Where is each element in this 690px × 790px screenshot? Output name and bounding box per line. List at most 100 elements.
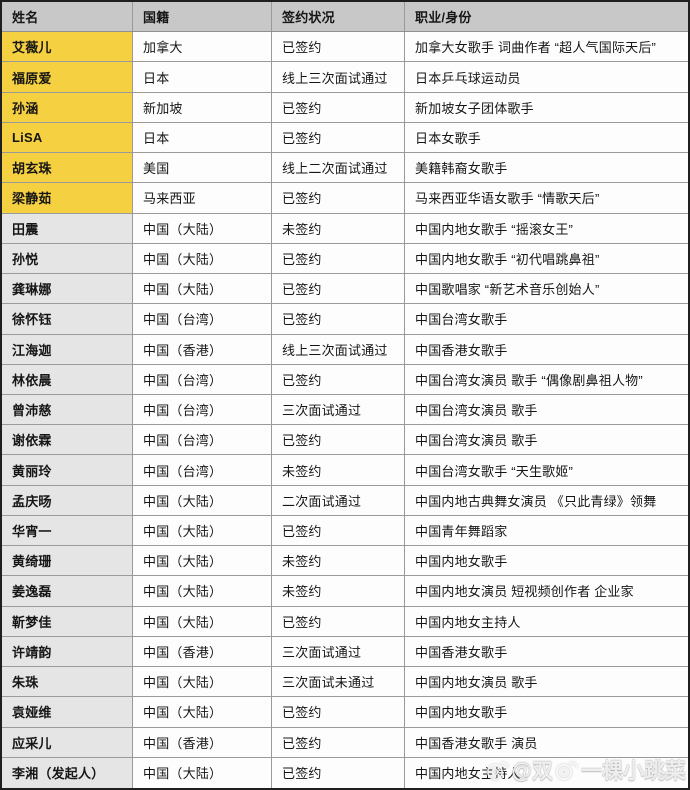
table-row: 孙悦 中国（大陆） 已签约 中国内地女歌手 “初代唱跳鼻祖”: [2, 243, 688, 275]
table-row: 袁娅维 中国（大陆） 已签约 中国内地女歌手: [2, 697, 688, 728]
name-cell: 李湘（发起人）: [2, 757, 133, 788]
table-row: 胡玄珠 美国 线上二次面试通过 美籍韩裔女歌手: [2, 153, 688, 184]
table-row: 龚琳娜 中国（大陆） 已签约 中国歌唱家 “新艺术音乐创始人”: [2, 274, 688, 305]
nationality-cell: 新加坡: [133, 92, 272, 122]
status-cell: 未签约: [272, 455, 405, 485]
name-cell: 孟庆旸: [2, 485, 133, 515]
table-row: 黄丽玲 中国（台湾） 未签约 中国台湾女歌手 “天生歌姬”: [2, 455, 688, 486]
nationality-cell: 马来西亚: [133, 183, 272, 213]
status-cell: 已签约: [272, 243, 405, 274]
nationality-cell: 中国（台湾）: [133, 425, 272, 455]
table-row: 艾薇儿 加拿大 已签约 加拿大女歌手 词曲作者 “超人气国际天后”: [2, 32, 688, 63]
occupation-cell: 新加坡女子团体歌手: [405, 92, 688, 122]
table-row: 李湘（发起人） 中国（大陆） 已签约 中国内地女主持人: [2, 757, 688, 788]
name-cell: 艾薇儿: [2, 32, 133, 62]
nationality-cell: 中国（大陆）: [133, 697, 272, 727]
table-row: 田震 中国（大陆） 未签约 中国内地女歌手 “摇滚女王”: [2, 213, 688, 244]
nationality-cell: 美国: [133, 153, 272, 183]
table-row: 朱珠 中国（大陆） 三次面试未通过 中国内地女演员 歌手: [2, 667, 688, 698]
status-cell: 已签约: [272, 727, 405, 757]
table-row: 徐怀钰 中国（台湾） 已签约 中国台湾女歌手: [2, 304, 688, 335]
name-cell: 曾沛慈: [2, 395, 133, 425]
nationality-cell: 中国（台湾）: [133, 395, 272, 425]
status-cell: 三次面试通过: [272, 636, 405, 667]
table-row: 孟庆旸 中国（大陆） 二次面试通过 中国内地古典舞女演员 《只此青绿》领舞: [2, 485, 688, 516]
table-row: 姜逸磊 中国（大陆） 未签约 中国内地女演员 短视频创作者 企业家: [2, 576, 688, 607]
nationality-cell: 中国（大陆）: [133, 606, 272, 636]
table-row: 梁静茹 马来西亚 已签约 马来西亚华语女歌手 “情歌天后”: [2, 183, 688, 214]
name-cell: 姜逸磊: [2, 576, 133, 606]
table-row: 靳梦佳 中国（大陆） 已签约 中国内地女主持人: [2, 606, 688, 637]
name-cell: 田震: [2, 213, 133, 243]
status-cell: 已签约: [272, 304, 405, 334]
name-cell: 龚琳娜: [2, 274, 133, 304]
name-cell: 林依晨: [2, 364, 133, 394]
occupation-cell: 中国内地女歌手 “摇滚女王”: [405, 213, 688, 243]
nationality-cell: 中国（香港）: [133, 334, 272, 364]
table-row: 黄绮珊 中国（大陆） 未签约 中国内地女歌手: [2, 546, 688, 577]
occupation-cell: 加拿大女歌手 词曲作者 “超人气国际天后”: [405, 32, 688, 62]
table-row: 谢依霖 中国（台湾） 已签约 中国台湾女演员 歌手: [2, 425, 688, 456]
status-cell: 已签约: [272, 32, 405, 62]
table-row: 江海迦 中国（香港） 线上三次面试通过 中国香港女歌手: [2, 334, 688, 365]
name-cell: 江海迦: [2, 334, 133, 364]
name-cell: 福原爱: [2, 62, 133, 92]
status-cell: 未签约: [272, 213, 405, 243]
table-row: 曾沛慈 中国（台湾） 三次面试通过 中国台湾女演员 歌手: [2, 395, 688, 426]
table-row: 华宵一 中国（大陆） 已签约 中国青年舞蹈家: [2, 515, 688, 547]
occupation-cell: 中国台湾女演员 歌手: [405, 425, 688, 455]
status-cell: 线上三次面试通过: [272, 62, 405, 92]
nationality-cell: 中国（台湾）: [133, 455, 272, 485]
table-row: 福原爱 日本 线上三次面试通过 日本乒乓球运动员: [2, 62, 688, 93]
table-row: 应采儿 中国（香港） 已签约 中国香港女歌手 演员: [2, 727, 688, 758]
column-header-name: 姓名: [2, 2, 133, 32]
table-row: LiSA 日本 已签约 日本女歌手: [2, 122, 688, 154]
status-cell: 已签约: [272, 697, 405, 727]
nationality-cell: 中国（大陆）: [133, 757, 272, 788]
occupation-cell: 中国台湾女歌手: [405, 304, 688, 334]
occupation-cell: 中国内地女歌手: [405, 546, 688, 576]
status-cell: 已签约: [272, 425, 405, 455]
status-cell: 已签约: [272, 364, 405, 394]
nationality-cell: 中国（大陆）: [133, 546, 272, 576]
name-cell: 靳梦佳: [2, 606, 133, 636]
name-cell: 华宵一: [2, 515, 133, 546]
occupation-cell: 中国香港女歌手 演员: [405, 727, 688, 757]
status-cell: 已签约: [272, 92, 405, 122]
name-cell: 黄丽玲: [2, 455, 133, 485]
occupation-cell: 美籍韩裔女歌手: [405, 153, 688, 183]
status-cell: 未签约: [272, 546, 405, 576]
nationality-cell: 中国（大陆）: [133, 213, 272, 243]
name-cell: 孙悦: [2, 243, 133, 274]
nationality-cell: 中国（香港）: [133, 727, 272, 757]
name-cell: 许靖韵: [2, 636, 133, 667]
nationality-cell: 加拿大: [133, 32, 272, 62]
occupation-cell: 中国青年舞蹈家: [405, 515, 688, 546]
occupation-cell: 中国内地女主持人: [405, 606, 688, 636]
status-cell: 已签约: [272, 515, 405, 546]
table-header-row: 姓名 国籍 签约状况 职业/身份: [2, 2, 688, 33]
nationality-cell: 中国（大陆）: [133, 485, 272, 515]
occupation-cell: 中国台湾女歌手 “天生歌姬”: [405, 455, 688, 485]
name-cell: 孙涵: [2, 92, 133, 122]
nationality-cell: 中国（大陆）: [133, 515, 272, 546]
name-cell: 袁娅维: [2, 697, 133, 727]
status-cell: 已签约: [272, 757, 405, 788]
status-cell: 线上二次面试通过: [272, 153, 405, 183]
nationality-cell: 中国（香港）: [133, 636, 272, 667]
occupation-cell: 中国内地古典舞女演员 《只此青绿》领舞: [405, 485, 688, 515]
nationality-cell: 中国（台湾）: [133, 364, 272, 394]
name-cell: LiSA: [2, 122, 133, 153]
status-cell: 已签约: [272, 183, 405, 213]
name-cell: 朱珠: [2, 667, 133, 697]
name-cell: 胡玄珠: [2, 153, 133, 183]
column-header-status: 签约状况: [272, 2, 405, 32]
status-cell: 二次面试通过: [272, 485, 405, 515]
occupation-cell: 中国歌唱家 “新艺术音乐创始人”: [405, 274, 688, 304]
occupation-cell: 中国台湾女演员 歌手: [405, 395, 688, 425]
table-row: 孙涵 新加坡 已签约 新加坡女子团体歌手: [2, 92, 688, 123]
status-cell: 未签约: [272, 576, 405, 606]
table-row: 许靖韵 中国（香港） 三次面试通过 中国香港女歌手: [2, 636, 688, 668]
